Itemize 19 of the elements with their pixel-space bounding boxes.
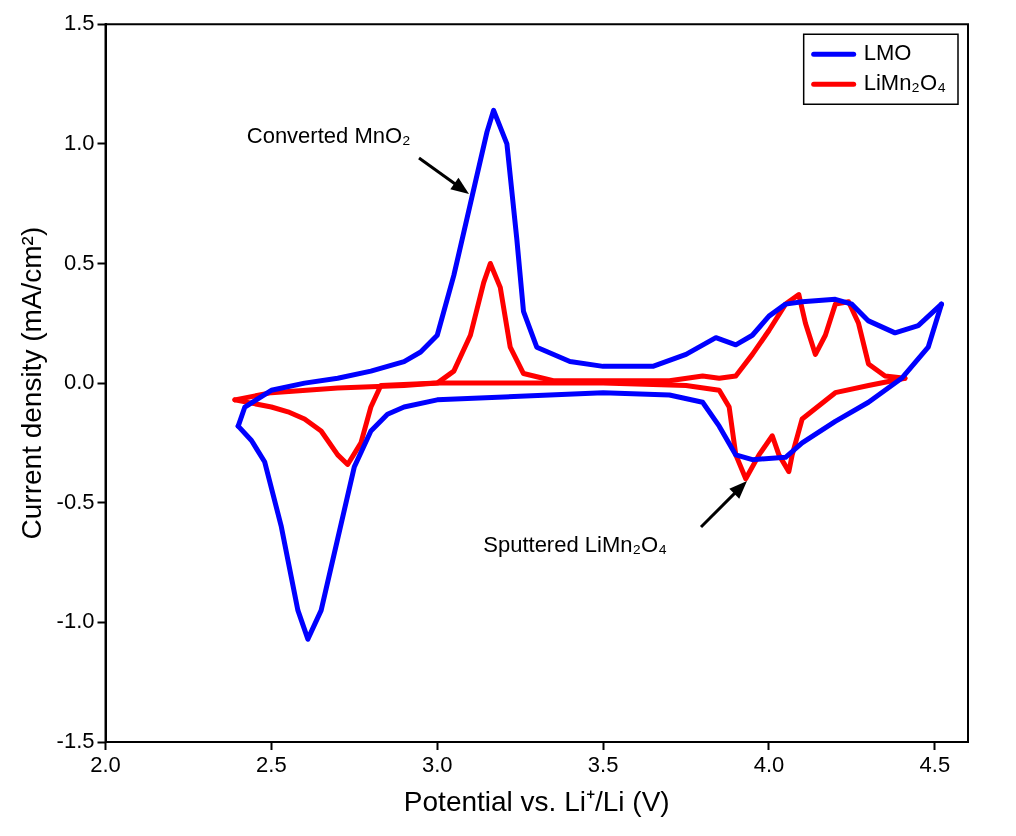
x-tick-label: 2.0 [90,752,121,778]
x-tick-label: 4.0 [753,752,785,778]
legend-label: LiMn₂O₄ [863,70,947,96]
x-tick-label: 3.0 [421,752,453,778]
annotation: Sputtered LiMn₂O₄ [483,532,668,559]
legend-label: LMO [863,40,912,66]
x-tick-label: 2.5 [256,752,287,778]
x-tick-label: 4.5 [919,752,951,778]
x-axis-title: Potential vs. Li⁺/Li (V) [403,785,670,817]
y-tick-label: 1.0 [63,129,95,155]
y-axis-title: Current density (mA/cm²) [15,226,47,540]
x-tick-label: 3.5 [587,752,619,778]
y-tick-label: 1.5 [63,10,95,36]
annotation: Converted MnO₂ [246,123,411,150]
y-tick-label: 0.5 [63,249,95,275]
y-tick-label: -1.0 [56,608,95,634]
y-tick-label: -0.5 [56,488,95,514]
y-tick-label: -1.5 [56,728,95,754]
y-tick-label: 0.0 [63,369,95,395]
